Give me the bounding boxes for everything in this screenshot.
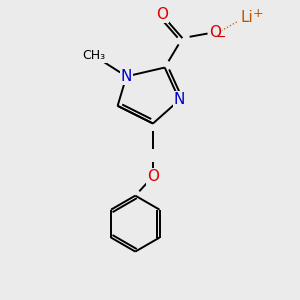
Text: +: + — [252, 7, 263, 20]
Text: Li: Li — [241, 10, 253, 25]
Text: O: O — [147, 169, 159, 184]
Text: −: − — [216, 31, 226, 44]
Text: CH₃: CH₃ — [82, 49, 106, 62]
Text: O: O — [209, 25, 221, 40]
Text: O: O — [156, 7, 168, 22]
Text: N: N — [121, 69, 132, 84]
Text: N: N — [174, 92, 185, 107]
